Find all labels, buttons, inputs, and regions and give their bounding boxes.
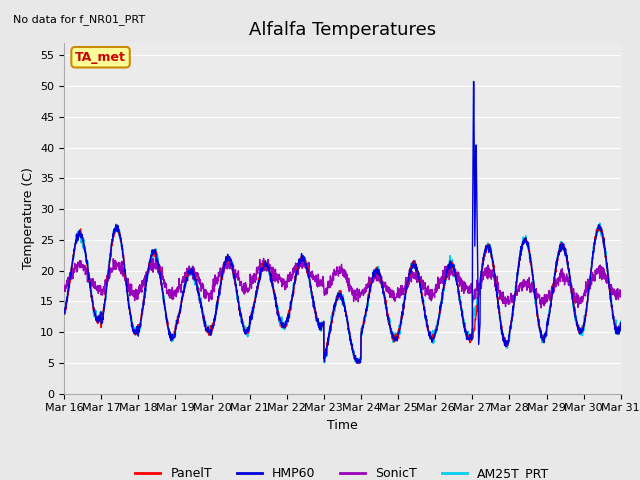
X-axis label: Time: Time [327, 419, 358, 432]
Y-axis label: Temperature (C): Temperature (C) [22, 168, 35, 269]
Title: Alfalfa Temperatures: Alfalfa Temperatures [249, 21, 436, 39]
Text: No data for f_NR01_PRT: No data for f_NR01_PRT [13, 14, 145, 25]
Text: TA_met: TA_met [75, 51, 126, 64]
Legend: PanelT, HMP60, SonicT, AM25T_PRT: PanelT, HMP60, SonicT, AM25T_PRT [131, 462, 554, 480]
